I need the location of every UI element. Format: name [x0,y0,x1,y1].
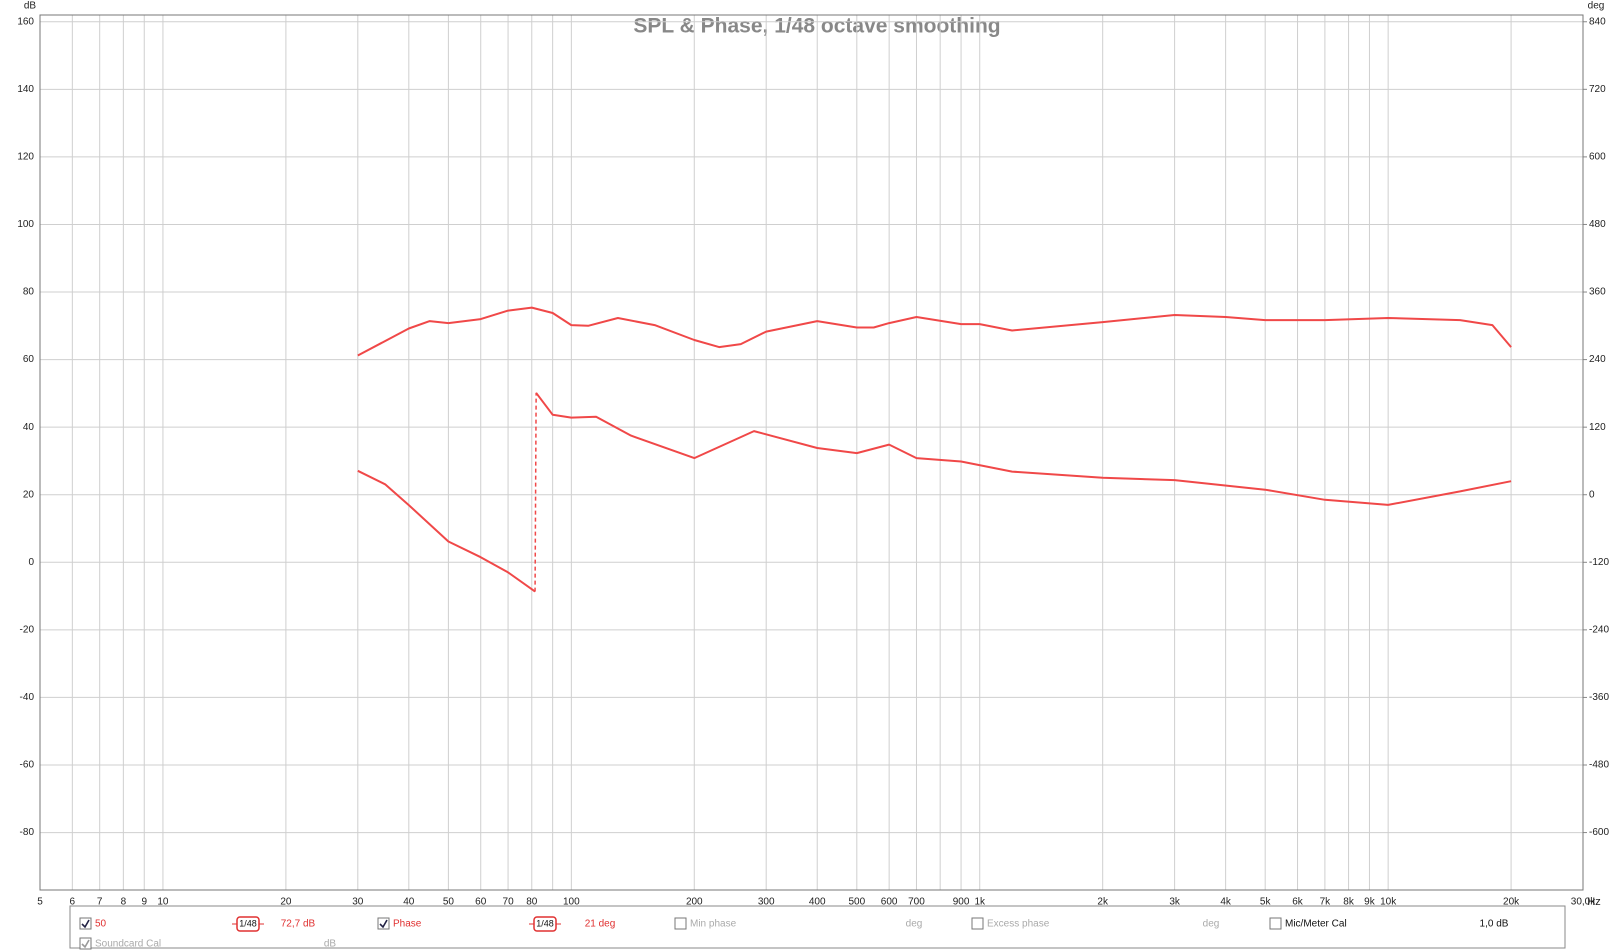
x-tick-label: 30 [352,897,364,908]
x-tick-label: 8 [121,897,127,908]
smoothing-label: 1/48 [239,918,257,928]
x-tick-label: 5 [37,897,43,908]
y2-tick-label: 120 [1589,422,1606,433]
y-tick-label: 40 [23,422,35,433]
y-axis-unit: dB [24,1,37,12]
legend-checkbox[interactable] [971,917,984,930]
x-tick-label: 10k [1380,897,1397,908]
x-tick-label: 6 [70,897,76,908]
legend-readout: 21 deg [585,919,616,930]
x-tick-label: 20k [1503,897,1520,908]
wrap-connector [534,392,537,592]
legend-checkbox[interactable] [674,917,687,930]
y-tick-label: -20 [20,625,35,636]
legend-check [379,919,388,929]
x-tick-label: 500 [848,897,865,908]
legend-label: Soundcard Cal [95,939,161,950]
y2-tick-label: 840 [1589,16,1606,27]
legend-checkbox[interactable] [79,937,92,950]
x-tick-label: 80 [526,897,538,908]
legend-label: Phase [393,919,422,930]
legend-readout: 72,7 dB [281,919,316,930]
y-tick-label: -80 [20,827,35,838]
y2-tick-label: 600 [1589,152,1606,163]
y2-tick-label: 240 [1589,354,1606,365]
y-tick-label: -60 [20,760,35,771]
legend-checkbox[interactable] [377,917,390,930]
y2-tick-label: -600 [1589,827,1609,838]
legend-readout: deg [906,919,923,930]
x-tick-label: 100 [563,897,580,908]
plot-frame [39,14,1584,891]
legend-checkbox[interactable] [79,917,92,930]
x-tick-label: 7 [97,897,103,908]
series-line [357,306,1512,357]
x-tick-label: 50 [443,897,455,908]
x-tick-label: 9 [141,897,147,908]
y-tick-label: 100 [17,219,34,230]
y-tick-label: 120 [17,152,34,163]
x-tick-label: 400 [809,897,826,908]
smoothing-box[interactable] [236,916,260,932]
y-tick-label: 160 [17,16,34,27]
y2-tick-label: -120 [1589,557,1609,568]
x-tick-label: 300 [758,897,775,908]
x-tick-label: 5k [1260,897,1272,908]
y2-tick-label: 720 [1589,84,1606,95]
x-tick-label: 60 [475,897,487,908]
smoothing-box[interactable] [533,916,557,932]
x-tick-label: 30,0k [1571,897,1596,908]
x-tick-label: 7k [1320,897,1332,908]
y2-axis-unit: deg [1588,1,1605,12]
x-tick-label: 20 [280,897,292,908]
x-tick-label: 40 [403,897,415,908]
x-tick-label: 9k [1364,897,1376,908]
legend-readout: 1,0 dB [1480,919,1509,930]
x-tick-label: 200 [686,897,703,908]
legend-readout: dB [324,939,337,950]
legend-label: Min phase [690,919,737,930]
smoothing-label: 1/48 [536,918,554,928]
x-tick-label: 3k [1169,897,1181,908]
legend-checkbox[interactable] [1269,917,1282,930]
legend-check [81,919,90,929]
y-tick-label: 80 [23,287,35,298]
y2-tick-label: -480 [1589,760,1609,771]
x-tick-label: 700 [908,897,925,908]
x-tick-label: 6k [1292,897,1304,908]
y-tick-label: -40 [20,692,35,703]
legend-label: 50 [95,919,107,930]
x-tick-label: 8k [1343,897,1355,908]
x-tick-label: 10 [157,897,169,908]
y-tick-label: 140 [17,84,34,95]
x-tick-label: 1k [974,897,986,908]
y-tick-label: 20 [23,489,35,500]
x-tick-label: 600 [881,897,898,908]
series-line [357,392,1512,593]
x-tick-label: 900 [953,897,970,908]
y2-tick-label: 480 [1589,219,1606,230]
y2-tick-label: -360 [1589,692,1609,703]
x-tick-label: 2k [1097,897,1109,908]
y2-tick-label: 0 [1589,489,1595,500]
x-axis-unit: Hz [1587,896,1600,908]
y2-tick-label: 360 [1589,287,1606,298]
x-tick-label: 70 [503,897,515,908]
y-tick-label: 0 [28,557,34,568]
legend-check [81,939,90,949]
y-tick-label: 60 [23,354,35,365]
x-tick-label: 4k [1220,897,1232,908]
legend-readout: deg [1203,919,1220,930]
legend-panel [69,905,1566,949]
legend-label: Excess phase [987,919,1050,930]
y2-tick-label: -240 [1589,625,1609,636]
legend-label: Mic/Meter Cal [1285,919,1347,930]
